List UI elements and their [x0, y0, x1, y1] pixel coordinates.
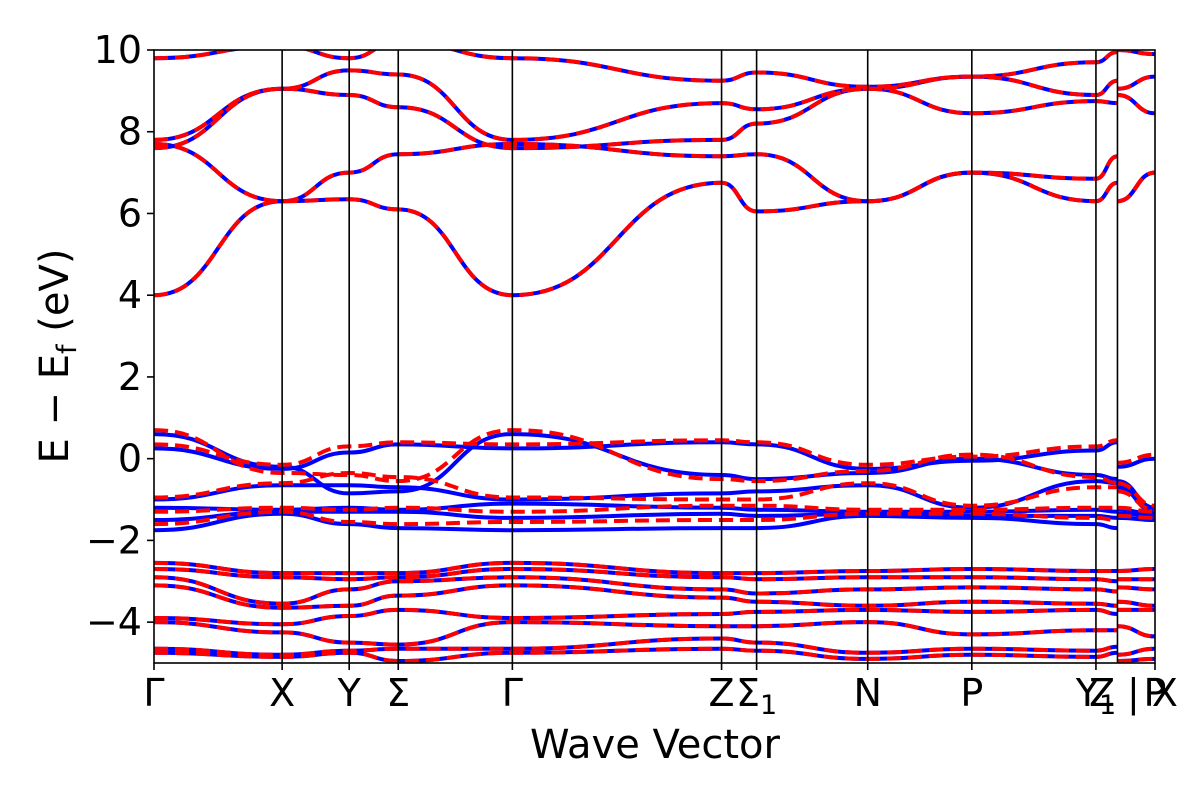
solid-band-line-10-1 [1117, 515, 1155, 522]
dashed-band-line-17-1 [1117, 656, 1155, 663]
kpoint-label: X [269, 671, 295, 715]
kpoint-label: Y1 [1075, 671, 1116, 721]
dashed-band-line-2-0 [154, 86, 1118, 151]
solid-band-line-2-0 [154, 86, 1118, 151]
dashed-band-line-7-1 [1117, 489, 1155, 512]
dashed-band-line-5-0 [154, 438, 1118, 467]
dashed-band-line-13-1 [1117, 599, 1155, 608]
dashed-band-line-17-0 [154, 646, 1118, 663]
kpoint-lines [281, 50, 1119, 663]
kpoint-label: Y [337, 671, 362, 715]
dashed-band-line-10-0 [154, 560, 1118, 576]
dashed-band-line-1-1 [1117, 170, 1155, 204]
dashed-band-line-12-0 [154, 575, 1118, 606]
dashed-band-line-16-0 [154, 636, 1118, 657]
y-tick-label: 8 [118, 110, 142, 154]
dashed-band-line-3-0 [154, 68, 1118, 142]
plot-frame [153, 49, 1156, 664]
dashed-band-line-15-0 [154, 620, 1118, 647]
dashed-band-line-4-0 [154, 50, 1118, 89]
dashed-band-line-8-1 [1117, 505, 1155, 514]
kpoint-label: Σ [386, 671, 410, 715]
dashed-band-line-7-0 [154, 470, 1118, 508]
dashed-band-line-9-1 [1117, 513, 1155, 520]
dashed-band-line-5-1 [1117, 452, 1155, 465]
y-tick-label: 0 [118, 437, 142, 481]
dashed-band-line-2-1 [1117, 93, 1155, 116]
dashed-band-line-0-0 [154, 170, 1118, 298]
dashed-band-line-16-1 [1117, 646, 1155, 657]
kpoint-label: P [1144, 671, 1167, 715]
dashed-band-line-9-0 [154, 509, 1118, 527]
solid-band-line-3-0 [154, 68, 1118, 142]
x-axis-title: Wave Vector [530, 722, 781, 768]
solid-band-line-10-0 [154, 511, 1118, 533]
y-tick-label: −2 [86, 518, 142, 562]
dashed-band-line-15-1 [1117, 624, 1155, 639]
dashed-band-line-8-0 [154, 503, 1118, 514]
kpoint-label: Γ [143, 671, 164, 715]
y-tick-label: 10 [94, 28, 142, 72]
y-axis-title-unit: (eV) [32, 249, 78, 345]
solid-band-line-5-1 [1117, 456, 1155, 469]
kpoint-label: Z [709, 671, 735, 715]
y-tick-label: 4 [118, 273, 142, 317]
dashed-band-line-11-0 [154, 566, 1118, 584]
y-axis: −4 −2 0 2 4 6 8 10 [86, 28, 154, 644]
dashed-band-line-6-0 [154, 428, 1118, 486]
y-tick-label: 6 [118, 191, 142, 235]
dashed-band-line-6-1 [1117, 481, 1155, 508]
kpoint-label: Γ [502, 671, 523, 715]
y-axis-title: E − Ef (eV) [32, 249, 83, 464]
y-tick-label: −4 [86, 600, 142, 644]
solid-band-line-7-0 [154, 479, 1118, 510]
dashed-band-line-3-1 [1117, 74, 1155, 91]
dashed-band-line-12-1 [1117, 585, 1155, 592]
dashed-band-line-1-0 [154, 141, 1118, 204]
kpoint-label: P [960, 671, 983, 715]
kpoint-label: Z | X [1089, 671, 1178, 716]
y-axis-title-main: E − E [32, 354, 78, 464]
kpoint-label: Σ1 [736, 671, 777, 721]
solid-band-line-17-0 [154, 636, 1118, 657]
solid-band-line-4-0 [154, 50, 1118, 89]
dashed-band-line-14-0 [154, 607, 1118, 627]
dashed-band-line-13-0 [154, 583, 1118, 610]
x-axis: Γ X Y Σ Γ Z Σ1 N P Y1Z | XP [143, 663, 1178, 721]
kpoint-label: N [853, 671, 881, 715]
solid-band-line-0-0 [154, 170, 1118, 298]
dashed-band-line-10-1 [1117, 567, 1155, 573]
bands-layer [154, 50, 1155, 663]
y-tick-label: 2 [118, 355, 142, 399]
y-axis-title-subscript: f [52, 343, 83, 354]
solid-band-line-9-1 [1117, 511, 1155, 518]
